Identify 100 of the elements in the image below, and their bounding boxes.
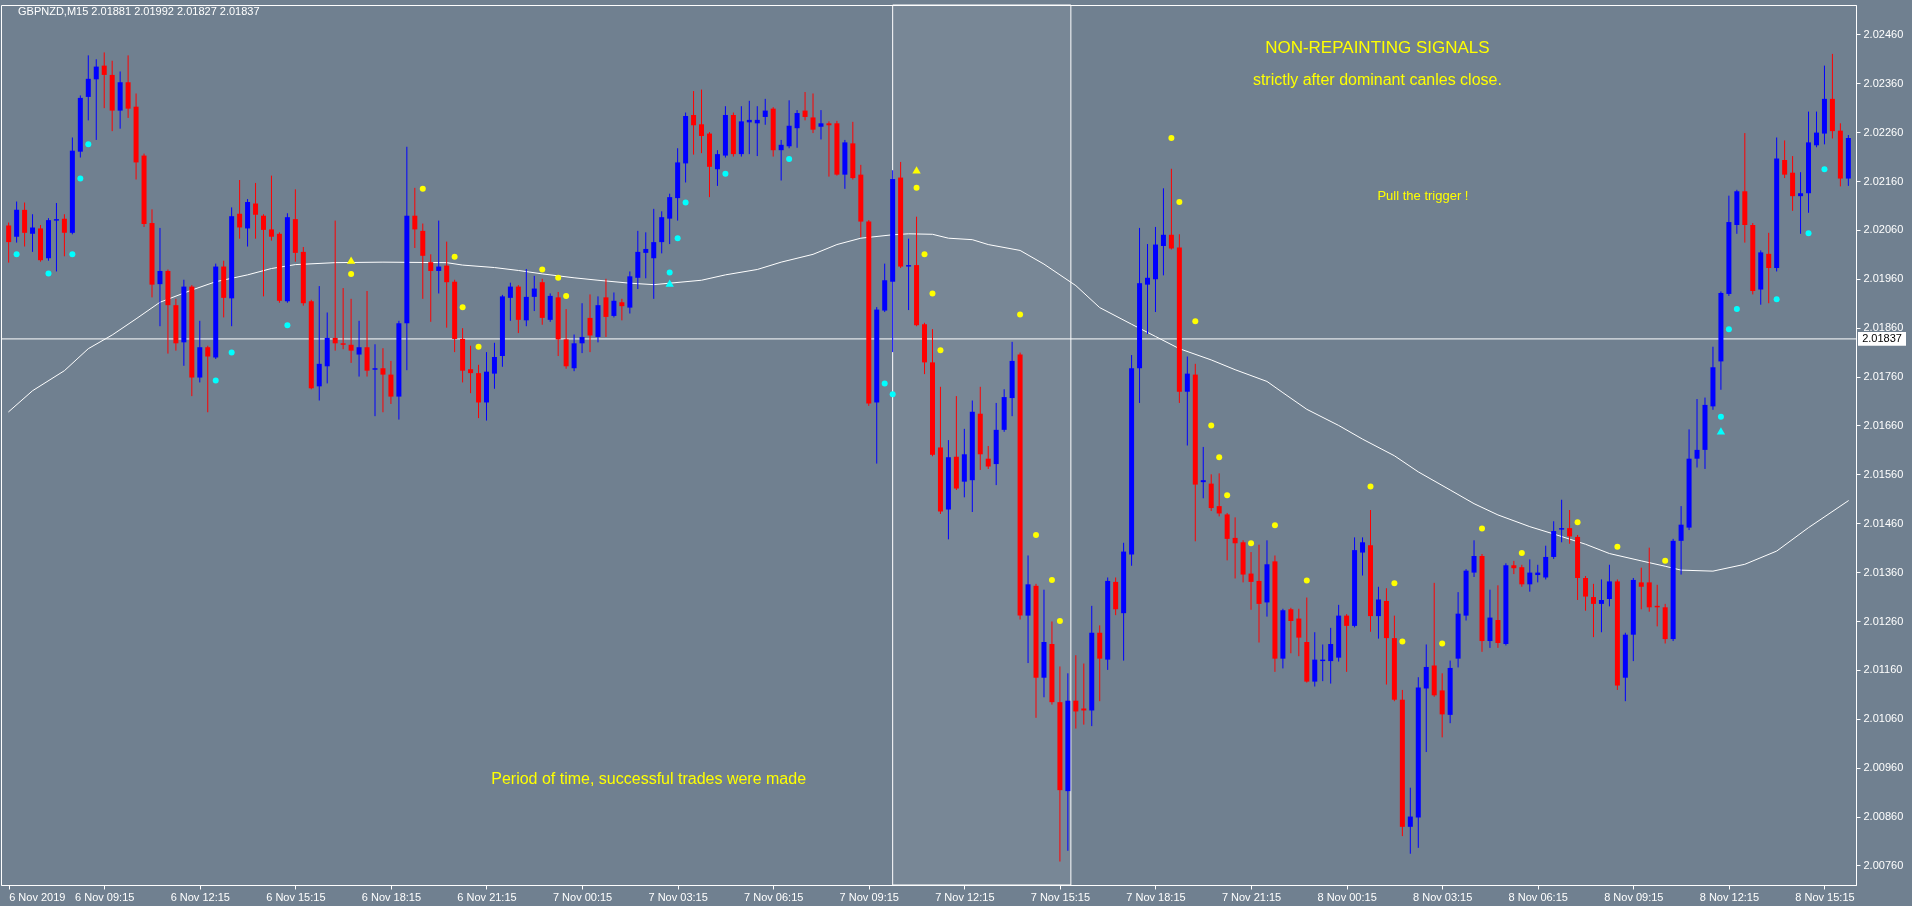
point xyxy=(1048,576,1055,583)
candlestick xyxy=(1543,545,1549,580)
ref-line-label: 2.01837 xyxy=(1862,331,1902,344)
candlestick xyxy=(1567,510,1573,544)
y-tick-label: 2.02460 xyxy=(1863,27,1904,40)
candlestick xyxy=(778,139,784,181)
point xyxy=(722,170,729,177)
point xyxy=(77,175,84,182)
x-tick-label: 6 Nov 12:15 xyxy=(170,890,230,903)
candlestick xyxy=(436,220,442,294)
point xyxy=(913,184,920,191)
candlestick xyxy=(1423,644,1429,753)
candlestick xyxy=(1375,586,1381,639)
point xyxy=(212,377,219,384)
x-tick-label: 8 Nov 15:15 xyxy=(1795,890,1855,903)
y-tick-label: 2.00760 xyxy=(1863,858,1904,871)
chart-title: GBPNZD,M15 2.01881 2.01992 2.01827 2.01837 xyxy=(18,5,260,17)
candlestick xyxy=(1312,632,1318,687)
y-tick-label: 2.01660 xyxy=(1863,418,1904,431)
point xyxy=(674,235,681,242)
point xyxy=(1518,550,1525,557)
candlestick xyxy=(388,360,394,404)
x-tick-label: 7 Nov 15:15 xyxy=(1030,890,1091,903)
point xyxy=(1773,296,1780,303)
point xyxy=(13,251,20,258)
candlestick xyxy=(340,288,346,350)
y-tick-label: 2.00860 xyxy=(1863,810,1904,823)
point xyxy=(1716,427,1726,435)
point xyxy=(1367,483,1374,490)
candlestick xyxy=(667,193,673,245)
x-tick-label: 6 Nov 15:15 xyxy=(266,890,326,903)
candlestick xyxy=(364,290,370,377)
point xyxy=(881,380,888,387)
candlestick xyxy=(587,294,593,353)
point xyxy=(563,292,570,299)
candlestick xyxy=(794,110,800,148)
candlestick xyxy=(802,92,808,121)
x-tick-label: 6 Nov 09:15 xyxy=(75,890,135,903)
candlestick xyxy=(237,180,243,239)
y-tick-label: 2.02260 xyxy=(1863,125,1904,138)
candlestick xyxy=(579,303,585,354)
candlestick xyxy=(1073,655,1079,729)
x-tick-label: 7 Nov 12:15 xyxy=(935,890,995,903)
candlestick xyxy=(651,208,657,299)
point xyxy=(459,304,466,311)
candlestick xyxy=(1583,576,1589,611)
candlestick xyxy=(1439,673,1445,738)
candlestick xyxy=(53,202,59,272)
candlestick xyxy=(691,91,697,155)
candlestick xyxy=(1766,232,1772,304)
candlestick xyxy=(699,89,705,154)
candlestick xyxy=(826,121,832,177)
candlestick xyxy=(316,286,322,401)
point xyxy=(937,347,944,354)
candlestick xyxy=(1471,540,1477,578)
candlestick xyxy=(1248,552,1254,610)
candlestick xyxy=(428,254,434,322)
point xyxy=(555,274,562,281)
point xyxy=(228,349,235,356)
point xyxy=(929,290,936,297)
candlestick xyxy=(101,52,107,109)
point xyxy=(1192,318,1199,325)
point xyxy=(921,251,928,258)
candlestick xyxy=(1790,156,1796,211)
annotation: Pull the trigger ! xyxy=(1377,187,1469,203)
candlestick xyxy=(61,214,67,257)
candlestick xyxy=(1256,544,1262,643)
candlestick xyxy=(380,348,386,413)
candlestick xyxy=(985,445,991,469)
point xyxy=(1479,525,1485,532)
candlestick xyxy=(372,344,378,417)
candlestick xyxy=(1694,399,1700,468)
candlestick xyxy=(356,320,362,377)
point xyxy=(85,141,92,148)
point xyxy=(1717,413,1724,420)
candlestick xyxy=(253,182,259,239)
point xyxy=(1248,540,1255,547)
candlestick xyxy=(1232,517,1238,579)
candlestick xyxy=(786,100,792,149)
candlestick xyxy=(1519,564,1525,587)
point xyxy=(1662,557,1669,564)
point xyxy=(665,279,674,287)
point xyxy=(419,185,426,192)
y-tick-label: 2.02160 xyxy=(1863,174,1904,187)
x-tick-label: 7 Nov 06:15 xyxy=(744,890,804,903)
point xyxy=(1439,640,1446,647)
x-tick-label: 6 Nov 18:15 xyxy=(361,890,422,903)
x-tick-label: 7 Nov 18:15 xyxy=(1126,890,1186,903)
candlestick xyxy=(30,214,36,252)
candlestick xyxy=(1184,356,1190,446)
point xyxy=(1216,454,1223,461)
candlestick xyxy=(444,241,450,328)
y-tick-label: 2.01460 xyxy=(1863,516,1904,529)
candlestick xyxy=(1296,608,1302,657)
y-tick-label: 2.01560 xyxy=(1863,467,1904,480)
candlestick xyxy=(523,268,529,327)
candlestick xyxy=(603,278,609,337)
y-tick-label: 2.01160 xyxy=(1863,663,1903,676)
point xyxy=(69,251,76,258)
point xyxy=(451,253,458,260)
